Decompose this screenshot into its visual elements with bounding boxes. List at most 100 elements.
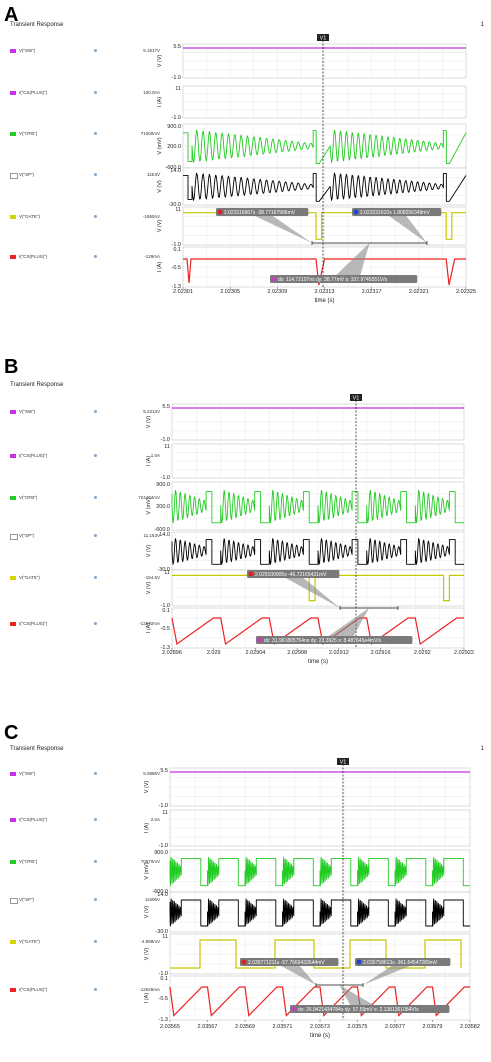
y-tick-label: 11 — [175, 207, 181, 213]
chart-title: Transient Response — [10, 746, 64, 752]
legend-entry[interactable]: V(“GATE”) -154.6V — [10, 574, 160, 584]
y-axis-label: I (A) — [146, 623, 152, 634]
legend-entry[interactable]: V(“SW”) 5.2313V — [10, 408, 160, 418]
visibility-dot-icon[interactable] — [94, 215, 97, 218]
x-tick-label: 2.03582 — [460, 1024, 480, 1030]
x-axis-label: time (s) — [308, 659, 328, 665]
y-tick-label: 11 — [164, 570, 170, 576]
delta-annotation-box[interactable] — [290, 1005, 450, 1013]
legend-value: -12625mA — [139, 986, 160, 992]
legend-entry[interactable]: V(“SP”) 11.163V — [10, 532, 160, 542]
y-axis-label: V (mV) — [157, 137, 163, 154]
legend-entry[interactable]: I(“CS(PLUS)”) 100.0nA — [10, 89, 160, 99]
legend-entry[interactable]: I(“CS(PLUS)”) -129mA — [10, 253, 160, 263]
callout-pointer — [252, 215, 312, 243]
trace-sp — [171, 538, 464, 565]
visibility-dot-icon[interactable] — [94, 255, 97, 258]
cursor2-annotation-box[interactable] — [352, 208, 442, 216]
legend-entry[interactable]: V(“OFB”) 724404mV — [10, 494, 160, 504]
y-axis-label: V (V) — [144, 781, 150, 794]
legend-swatch — [10, 940, 16, 944]
trace-sp — [183, 172, 467, 202]
cursor1-annotation-dot-icon — [241, 959, 247, 965]
delta-annotation-box[interactable] — [256, 636, 413, 644]
y-axis-label: I (A) — [144, 993, 150, 1004]
legend-entry[interactable]: I(“CS(PLUS)”) -12572mA — [10, 620, 160, 630]
visibility-dot-icon[interactable] — [94, 173, 97, 176]
visibility-dot-icon[interactable] — [94, 496, 97, 499]
marker-tag[interactable] — [317, 34, 329, 41]
y-tick-label: 5.5 — [162, 404, 170, 410]
x-tick-label: 2.02908 — [287, 650, 307, 656]
y-tick-label: -1.3 — [159, 1017, 168, 1023]
legend-entry[interactable]: V(“GATE”) -1865nV — [10, 213, 160, 223]
callout-pointer — [318, 608, 369, 643]
trace-ofb — [183, 129, 467, 165]
callout-pointer — [387, 215, 427, 243]
cursor1-annotation-box[interactable] — [247, 570, 340, 578]
waveform-plot: V (V)5.5-1.0I (A)11-1.0V (mV)900.0200.0-… — [157, 34, 476, 304]
cursor2-annotation-text: 2.023231610s 1.808256349mV — [360, 210, 430, 216]
legend-name: V(“OFB”) — [19, 130, 38, 136]
marker-tag[interactable] — [350, 394, 362, 401]
chart-title: Transient Response — [10, 22, 64, 28]
legend-entry[interactable]: V(“SP”) 11E3V — [10, 171, 160, 181]
marker-label: V1 — [320, 36, 327, 42]
y-tick-label: 14.0 — [159, 532, 170, 538]
trace-sp — [169, 898, 470, 927]
legend-entry[interactable]: V(“OFB”) 71000mV — [10, 130, 160, 140]
visibility-dot-icon[interactable] — [94, 576, 97, 579]
legend-name: V(“SP”) — [19, 532, 34, 538]
delta-annotation-box[interactable] — [270, 275, 418, 283]
visibility-dot-icon[interactable] — [94, 454, 97, 457]
y-tick-label: 0.1 — [173, 247, 181, 253]
visibility-dot-icon[interactable] — [94, 988, 97, 991]
marker-tag[interactable] — [337, 758, 349, 765]
legend-entry[interactable]: I(“CS(PLUS)”) 1.0A — [10, 452, 160, 462]
visibility-dot-icon[interactable] — [94, 772, 97, 775]
waveform-plot: V (V)5.5-1.0I (A)11-1.0V (mV)900.0200.0-… — [146, 394, 474, 665]
x-tick-label: 2.02896 — [162, 650, 182, 656]
x-tick-label: 2.03579 — [423, 1024, 443, 1030]
legend-entry[interactable]: I(“CS(PLUS)”) 2.0A — [10, 816, 160, 826]
y-tick-label: -1.3 — [172, 284, 181, 290]
y-tick-label: 11 — [162, 810, 168, 816]
y-axis-label: V (V) — [157, 180, 163, 193]
legend-entry[interactable]: V(“SP”) 11696V — [10, 896, 160, 906]
legend-entry[interactable]: V(“OFB”) 70670mV — [10, 858, 160, 868]
x-tick-label: 2.03565 — [160, 1024, 180, 1030]
legend-entry[interactable]: I(“CS(PLUS)”) -12625mA — [10, 986, 160, 996]
x-tick-label: 2.02912 — [329, 650, 349, 656]
visibility-dot-icon[interactable] — [94, 410, 97, 413]
visibility-dot-icon[interactable] — [94, 940, 97, 943]
visibility-dot-icon[interactable] — [94, 91, 97, 94]
y-tick-label: -30.0 — [168, 202, 181, 208]
cursor1-annotation-box[interactable] — [216, 208, 309, 216]
cursor1-annotation-text: 2.035771211s -57.7569433544mV — [248, 960, 325, 966]
y-tick-label: 900.0 — [156, 482, 170, 488]
legend-entry[interactable]: V(“SW”) 5.0886V — [10, 770, 160, 780]
legend-value: 5.1617V — [143, 47, 160, 53]
x-tick-label: 2.03577 — [385, 1024, 405, 1030]
visibility-dot-icon[interactable] — [94, 860, 97, 863]
legend-name: V(“OFB”) — [19, 494, 38, 500]
legend-swatch — [10, 898, 18, 904]
y-axis-label: V (V) — [144, 906, 150, 919]
visibility-dot-icon[interactable] — [94, 132, 97, 135]
delta-annotation-dot-icon — [257, 637, 263, 643]
legend-name: V(“GATE”) — [19, 574, 40, 580]
legend-entry[interactable]: V(“GATE”) -4.888mV — [10, 938, 160, 948]
y-tick-label: -30.0 — [155, 929, 168, 935]
legend-value: 11E3V — [146, 171, 160, 177]
visibility-dot-icon[interactable] — [94, 898, 97, 901]
y-tick-label: 11 — [162, 934, 168, 940]
visibility-dot-icon[interactable] — [94, 49, 97, 52]
visibility-dot-icon[interactable] — [94, 818, 97, 821]
legend-name: V(“SW”) — [19, 47, 36, 53]
legend-entry[interactable]: V(“SW”) 5.1617V — [10, 47, 160, 57]
cursor2-annotation-box[interactable] — [355, 958, 451, 966]
visibility-dot-icon[interactable] — [94, 534, 97, 537]
visibility-dot-icon[interactable] — [94, 622, 97, 625]
cursor1-annotation-box[interactable] — [240, 958, 339, 966]
y-axis-label: V (V) — [146, 416, 152, 429]
